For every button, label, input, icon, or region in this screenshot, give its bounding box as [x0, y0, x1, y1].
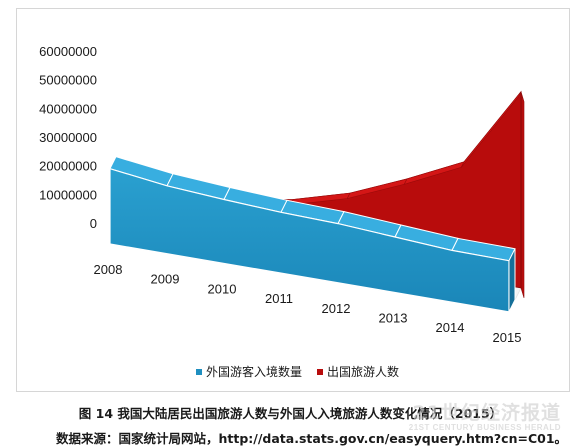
y-axis: 0 10000000 20000000 30000000 40000000 5000000… — [39, 44, 97, 231]
legend-swatch-outbound — [317, 369, 323, 375]
x-tick-label: 2011 — [265, 291, 293, 306]
x-tick-label: 2012 — [322, 301, 351, 316]
y-tick-label: 50000000 — [39, 73, 97, 88]
y-tick-label: 0 — [90, 216, 97, 231]
x-axis: 2008 2009 2010 2011 2012 2013 2014 2015 — [94, 262, 522, 345]
x-tick-label: 2009 — [151, 272, 180, 287]
figure-caption: 图 14 我国大陆居民出国旅游人数与外国人入境旅游人数变化情况（2015） — [78, 406, 503, 421]
x-tick-label: 2014 — [436, 320, 465, 335]
inbound-area-face — [109, 167, 510, 313]
legend-label-outbound: 出国旅游人数 — [327, 364, 399, 379]
legend: 外国游客入境数量 出国旅游人数 — [196, 364, 399, 379]
y-tick-label: 10000000 — [39, 187, 97, 202]
watermark-en-text: 21ST CENTURY BUSINESS HERALD — [408, 423, 561, 432]
legend-swatch-inbound — [196, 369, 202, 375]
x-tick-label: 2010 — [208, 281, 237, 296]
y-tick-label: 40000000 — [39, 101, 97, 116]
outbound-end-face — [520, 91, 525, 298]
watermark-logo: 21世纪经济报道 21ST CENTURY BUSINESS HERALD — [409, 398, 561, 432]
inbound-end-face — [508, 248, 516, 313]
chart-canvas: 0 10000000 20000000 30000000 40000000 5000000… — [39, 44, 525, 379]
chart-frame: 0 10000000 20000000 30000000 40000000 5000000… — [16, 8, 570, 392]
x-tick-label: 2013 — [379, 311, 408, 326]
x-tick-label: 2015 — [493, 330, 522, 345]
x-tick-label: 2008 — [94, 262, 123, 277]
y-tick-label: 30000000 — [39, 130, 97, 145]
y-tick-label: 20000000 — [39, 159, 97, 174]
legend-label-inbound: 外国游客入境数量 — [206, 364, 302, 379]
watermark-cn-text: 21世纪经济报道 — [412, 402, 561, 424]
data-source-note: 数据来源：国家统计局网站，http://data.stats.gov.cn/ea… — [56, 431, 568, 446]
y-tick-label: 60000000 — [39, 44, 97, 59]
series-inbound-foreign-visitors — [109, 156, 516, 313]
